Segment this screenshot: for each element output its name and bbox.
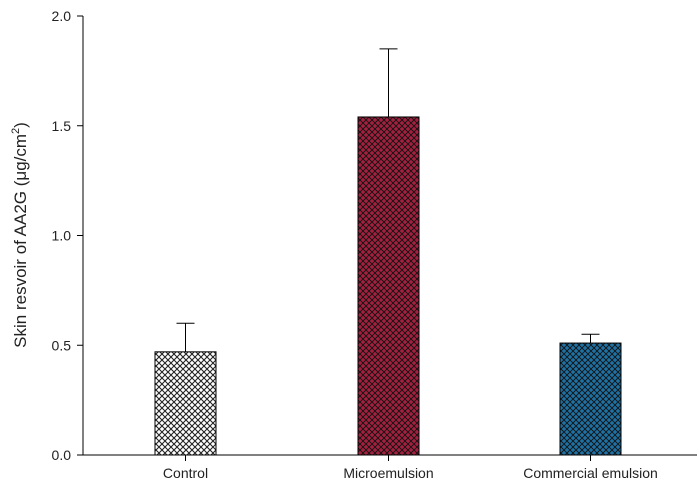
y-tick-label: 1.0 [52, 228, 72, 244]
bar-control [154, 351, 217, 456]
y-tick-label: 0.5 [52, 337, 72, 353]
x-tick-label: Control [163, 465, 208, 481]
x-tick-label: Commercial emulsion [523, 465, 658, 481]
y-tick-label: 0.0 [52, 447, 72, 463]
y-tick-label: 1.5 [52, 118, 72, 134]
y-tick-label: 2.0 [52, 8, 72, 24]
x-tick-label: Microemulsion [343, 465, 433, 481]
bar-microemulsion [357, 116, 420, 456]
bar-commercial-emulsion [559, 342, 622, 456]
y-axis-label: Skin resvoir of AA2G (μg/cm2) [10, 122, 30, 348]
